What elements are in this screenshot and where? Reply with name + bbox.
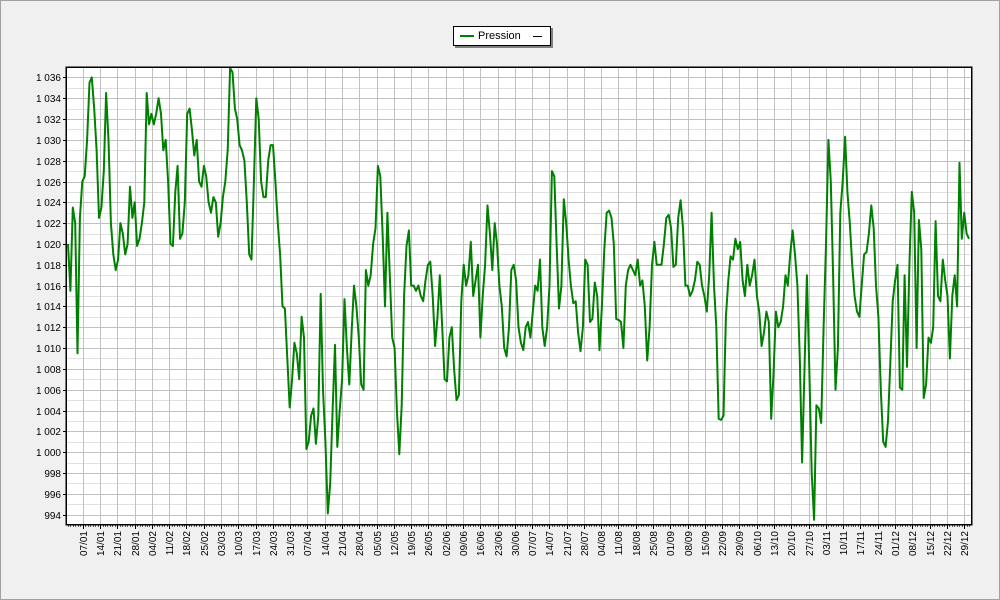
x-tick-label: 20/10 xyxy=(787,531,798,556)
x-tick-label: 06/10 xyxy=(753,531,764,556)
x-tick-label: 18/02 xyxy=(182,531,193,556)
x-tick-label: 14/04 xyxy=(321,531,332,556)
x-tick-label: 08/09 xyxy=(684,531,695,556)
legend-label: Pression xyxy=(478,30,521,42)
x-tick-label: 02/06 xyxy=(442,531,453,556)
x-tick-label: 21/01 xyxy=(113,531,124,556)
y-tick-label: 996 xyxy=(44,490,61,501)
x-tick-label: 07/04 xyxy=(303,531,314,556)
x-tick-label: 18/08 xyxy=(632,531,643,556)
legend-swatch xyxy=(460,35,474,37)
x-tick-label: 24/11 xyxy=(874,531,885,556)
x-tick-label: 01/12 xyxy=(891,531,902,556)
x-tick-label: 14/01 xyxy=(96,531,107,556)
y-tick-label: 1 020 xyxy=(36,240,61,251)
y-tick-label: 1 036 xyxy=(36,73,61,84)
x-tick-label: 19/05 xyxy=(407,531,418,556)
y-tick-label: 1 028 xyxy=(36,157,61,168)
x-tick-label: 17/11 xyxy=(856,531,867,556)
legend: Pression xyxy=(453,26,551,46)
x-tick-label: 13/10 xyxy=(770,531,781,556)
x-tick-label: 26/05 xyxy=(424,531,435,556)
x-tick-label: 25/08 xyxy=(649,531,660,556)
y-tick-label: 1 006 xyxy=(36,386,61,397)
x-tick-label: 16/06 xyxy=(476,531,487,556)
x-tick-label: 09/06 xyxy=(459,531,470,556)
y-axis: 994 996 998 1 000 1 002 1 004 1 006 1 008 1 010 1… xyxy=(36,73,66,522)
x-tick-label: 03/11 xyxy=(822,531,833,556)
x-tick-label: 28/01 xyxy=(131,531,142,556)
y-tick-label: 1 000 xyxy=(36,448,61,459)
x-tick-label: 08/12 xyxy=(908,531,919,556)
y-tick-label: 1 026 xyxy=(36,178,61,189)
x-tick-label: 23/06 xyxy=(494,531,505,556)
x-tick-label: 10/11 xyxy=(839,531,850,556)
x-tick-label: 04/08 xyxy=(597,531,608,556)
x-tick-label: 31/03 xyxy=(286,531,297,556)
y-tick-label: 1 018 xyxy=(36,261,61,272)
x-tick-label: 14/07 xyxy=(545,531,556,556)
grid xyxy=(66,67,972,525)
x-tick-label: 03/03 xyxy=(217,531,228,556)
x-tick-label: 21/07 xyxy=(563,531,574,556)
y-tick-label: 994 xyxy=(44,511,61,522)
y-tick-label: 1 002 xyxy=(36,427,61,438)
legend-dash-icon xyxy=(532,35,542,37)
x-tick-label: 04/02 xyxy=(148,531,159,556)
x-tick-label: 11/02 xyxy=(165,531,176,556)
x-tick-label: 22/12 xyxy=(943,531,954,556)
y-tick-label: 1 014 xyxy=(36,302,61,313)
x-tick-label: 10/03 xyxy=(234,531,245,556)
y-tick-label: 1 032 xyxy=(36,115,61,126)
x-tick-label: 21/04 xyxy=(338,531,349,556)
x-tick-label: 28/07 xyxy=(580,531,591,556)
y-tick-label: 1 024 xyxy=(36,198,61,209)
x-axis: 07/01 14/01 21/01 28/01 04/02 11/02 18/02 25/02… xyxy=(68,525,971,556)
x-tick-label: 17/03 xyxy=(252,531,263,556)
x-tick-label: 15/12 xyxy=(926,531,937,556)
x-tick-label: 29/12 xyxy=(960,531,971,556)
y-tick-label: 1 016 xyxy=(36,282,61,293)
x-tick-label: 22/09 xyxy=(718,531,729,556)
y-tick-label: 1 010 xyxy=(36,344,61,355)
x-tick-label: 29/09 xyxy=(735,531,746,556)
x-tick-label: 01/09 xyxy=(666,531,677,556)
x-tick-label: 07/07 xyxy=(528,531,539,556)
y-tick-label: 1 034 xyxy=(36,94,61,105)
x-tick-label: 25/02 xyxy=(200,531,211,556)
x-tick-label: 07/01 xyxy=(79,531,90,556)
y-tick-label: 1 004 xyxy=(36,407,61,418)
y-tick-label: 1 030 xyxy=(36,136,61,147)
y-tick-label: 1 022 xyxy=(36,219,61,230)
series-line-pression xyxy=(67,67,970,521)
x-tick-label: 12/05 xyxy=(390,531,401,556)
x-tick-label: 11/08 xyxy=(614,531,625,556)
x-tick-label: 15/09 xyxy=(701,531,712,556)
x-tick-label: 05/05 xyxy=(373,531,384,556)
y-tick-label: 1 008 xyxy=(36,365,61,376)
plot-border xyxy=(66,67,972,525)
y-tick-label: 1 012 xyxy=(36,323,61,334)
x-tick-label: 28/04 xyxy=(355,531,366,556)
x-tick-label: 24/03 xyxy=(269,531,280,556)
y-tick-label: 998 xyxy=(44,469,61,480)
x-tick-label: 27/10 xyxy=(805,531,816,556)
x-tick-label: 30/06 xyxy=(511,531,522,556)
